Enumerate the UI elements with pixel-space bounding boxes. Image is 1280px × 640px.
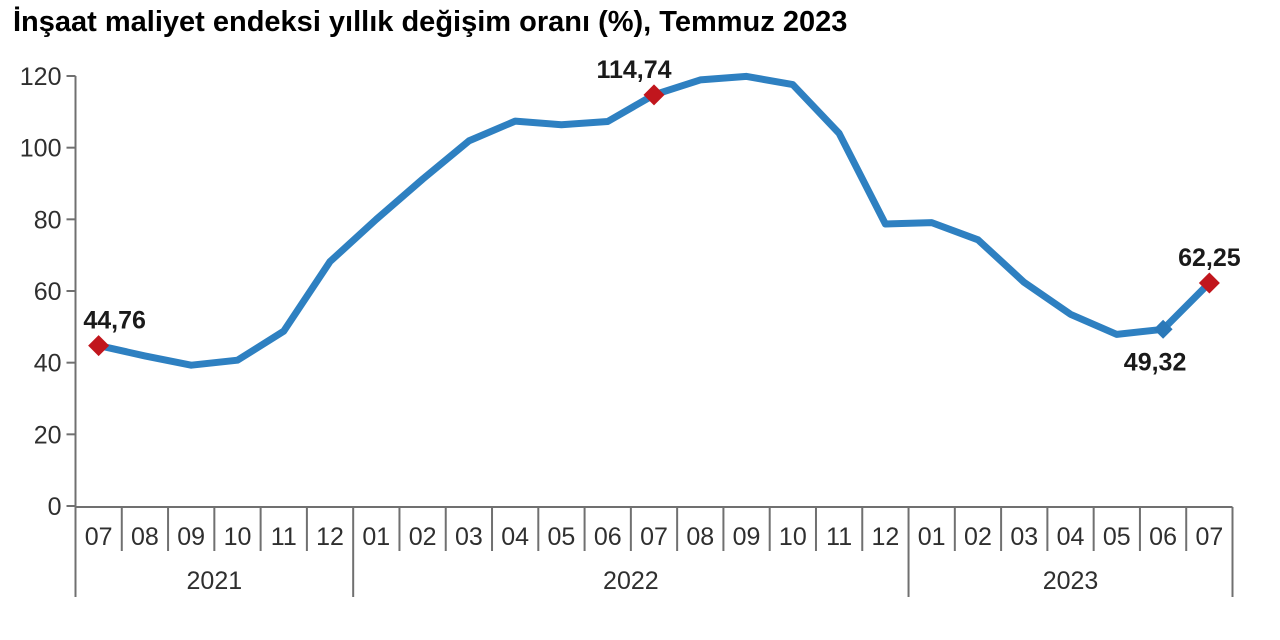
month-label: 07: [1195, 523, 1223, 551]
month-label: 10: [779, 523, 807, 551]
year-label: 2022: [603, 567, 659, 595]
month-label: 11: [826, 523, 852, 551]
y-tick-label: 40: [34, 350, 62, 378]
data-point-marker-red: [643, 84, 665, 106]
month-label: 01: [362, 523, 390, 551]
month-label: 08: [131, 523, 159, 551]
month-label: 08: [686, 523, 714, 551]
month-label: 11: [271, 523, 297, 551]
month-label: 05: [1103, 523, 1131, 551]
y-tick-label: 120: [20, 63, 62, 91]
month-label: 02: [409, 523, 437, 551]
chart-title: İnşaat maliyet endeksi yıllık değişim or…: [13, 6, 848, 38]
series-line: [95, 72, 1213, 369]
data-point-marker-red: [88, 335, 110, 357]
data-point-label: 44,76: [83, 307, 146, 335]
month-label: 03: [1010, 523, 1038, 551]
month-label: 01: [918, 523, 946, 551]
y-tick-label: 80: [34, 206, 62, 234]
month-label: 12: [316, 523, 344, 551]
month-label: 03: [455, 523, 483, 551]
month-label: 02: [964, 523, 992, 551]
data-point-label: 49,32: [1124, 348, 1187, 376]
month-label: 05: [548, 523, 576, 551]
y-tick-label: 0: [48, 493, 62, 521]
data-point-label: 62,25: [1178, 244, 1241, 272]
month-label: 09: [733, 523, 761, 551]
data-point-marker-blue: [1153, 319, 1173, 339]
month-label: 12: [871, 523, 899, 551]
month-label: 07: [85, 523, 113, 551]
month-label: 04: [501, 523, 529, 551]
data-point-label: 114,74: [596, 56, 671, 84]
month-label: 09: [177, 523, 205, 551]
month-label: 06: [1149, 523, 1177, 551]
month-label: 10: [224, 523, 252, 551]
y-tick-label: 60: [34, 278, 62, 306]
data-point-marker-red: [1198, 272, 1220, 294]
month-label: 04: [1057, 523, 1085, 551]
year-label: 2021: [187, 567, 243, 595]
y-tick-label: 100: [20, 135, 62, 163]
y-tick-label: 20: [34, 421, 62, 449]
year-label: 2023: [1043, 567, 1099, 595]
month-label: 06: [594, 523, 622, 551]
month-label: 07: [640, 523, 668, 551]
